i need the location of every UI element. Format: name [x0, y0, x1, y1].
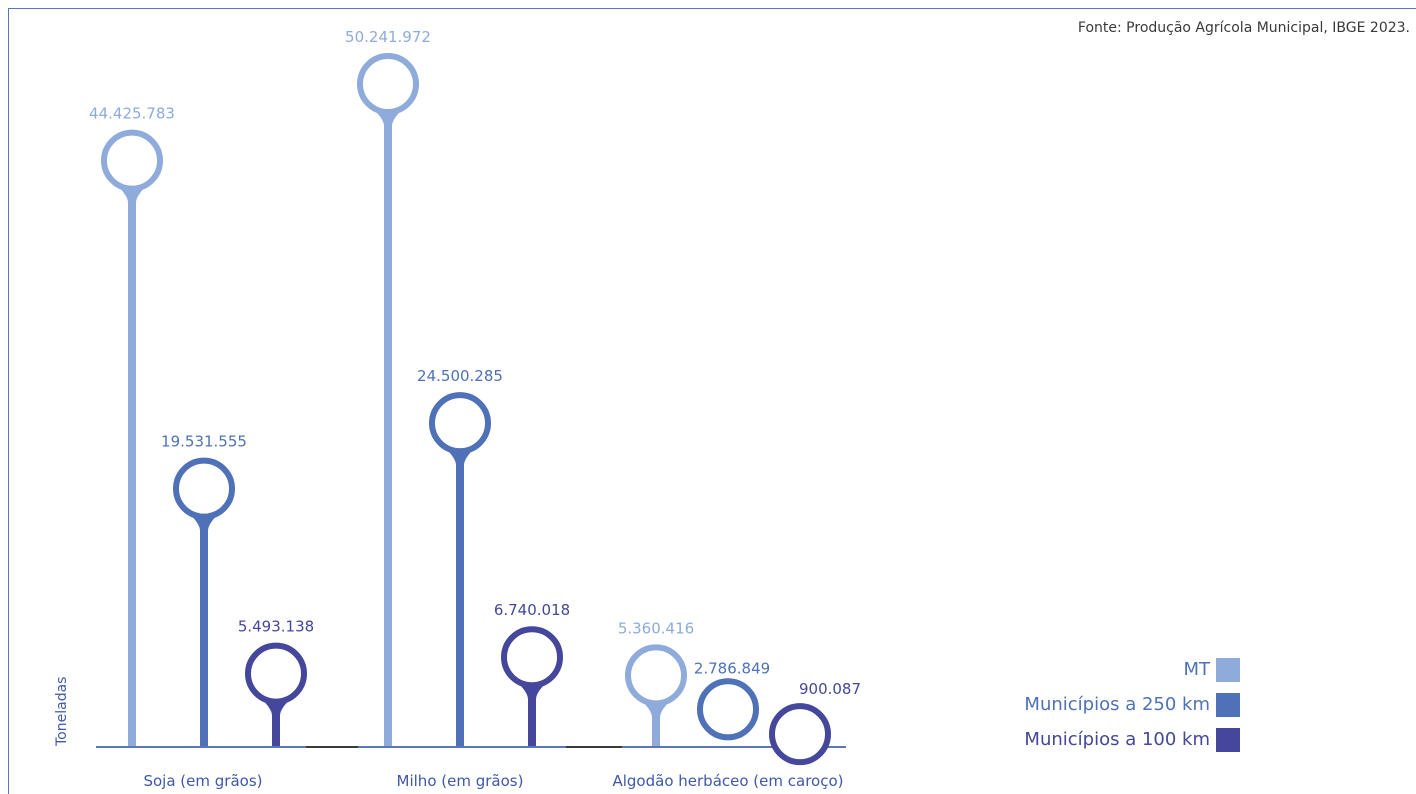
lollipop-head [625, 644, 687, 707]
value-label: 6.740.018 [494, 601, 570, 619]
lollipop-mark [101, 129, 163, 746]
value-label: 19.531.555 [161, 433, 247, 451]
lollipop-mark [501, 626, 563, 746]
lollipop-mark [245, 642, 307, 746]
lollipop-head [101, 129, 163, 192]
value-label: 50.241.972 [345, 28, 431, 46]
legend-item-mt: MT [1024, 652, 1240, 687]
legend-label-mt: MT [1183, 659, 1210, 680]
legend-swatch-100km [1216, 727, 1240, 752]
chart-frame [8, 8, 1416, 794]
chart-marks [101, 53, 831, 766]
lollipop-head [357, 53, 419, 115]
lollipop-stem [272, 713, 280, 746]
source-note: Fonte: Produção Agrícola Municipal, IBGE… [1077, 20, 1410, 36]
value-label: 2.786.849 [694, 659, 770, 677]
category-labels: Soja (em grãos) Milho (em grãos) Algodão h… [143, 772, 843, 790]
lollipop-head [769, 703, 831, 766]
value-label: 5.360.416 [618, 619, 694, 637]
value-label: 900.087 [799, 680, 861, 698]
legend-item-100km: Municípios a 100 km [1024, 722, 1240, 757]
lollipop-head [245, 642, 307, 705]
y-axis-label: Toneladas [54, 677, 70, 747]
lollipop-head [173, 457, 235, 520]
lollipop-mark [429, 392, 491, 746]
lollipop-stem [528, 697, 536, 746]
value-labels: 44.425.783 19.531.555 5.493.138 50.241.972 2… [89, 28, 861, 698]
lollipop-stem [456, 463, 464, 746]
lollipop-head [501, 626, 563, 689]
legend: MT Municípios a 250 km Municípios a 100 … [1024, 652, 1240, 757]
lollipop-mark [173, 457, 235, 746]
lollipop-stem [200, 528, 208, 746]
lollipop-stem [384, 124, 392, 746]
lollipop-stem [652, 715, 660, 746]
legend-swatch-250km [1216, 692, 1240, 717]
value-label: 24.500.285 [417, 367, 503, 385]
lollipop-head [697, 678, 759, 741]
lollipop-mark [357, 53, 419, 746]
value-label: 5.493.138 [238, 618, 314, 636]
value-label: 44.425.783 [89, 105, 175, 123]
legend-item-250km: Municípios a 250 km [1024, 687, 1240, 722]
category-label: Milho (em grãos) [397, 772, 524, 790]
legend-swatch-mt [1216, 657, 1240, 682]
lollipop-stem [128, 200, 136, 746]
legend-label-250km: Municípios a 250 km [1024, 694, 1210, 715]
lollipop-mark [697, 678, 759, 741]
lollipop-mark [625, 644, 687, 746]
category-label: Algodão herbáceo (em caroço) [612, 772, 843, 790]
legend-label-100km: Municípios a 100 km [1024, 729, 1210, 750]
lollipop-head [429, 392, 491, 455]
lollipop-mark [769, 703, 831, 766]
category-label: Soja (em grãos) [143, 772, 262, 790]
